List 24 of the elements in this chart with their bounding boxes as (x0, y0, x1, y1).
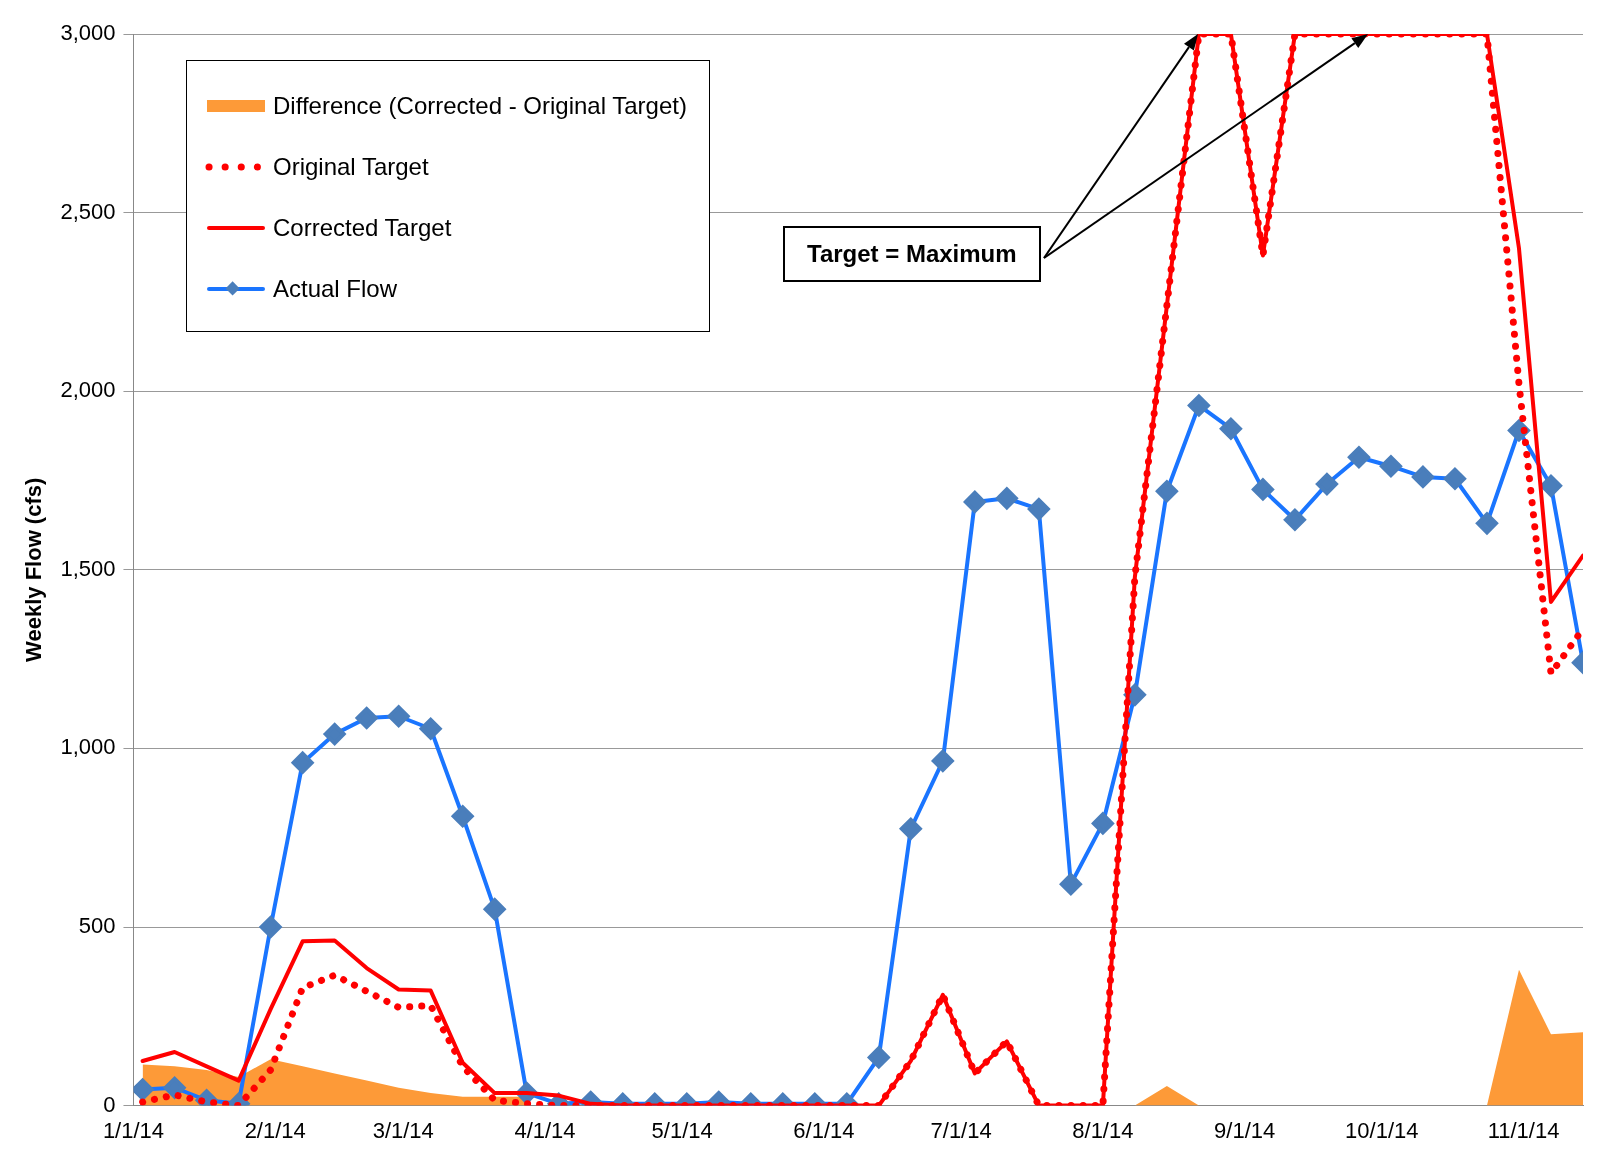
x-tick-label: 3/1/14 (372, 1117, 434, 1143)
x-tick-label: 6/1/14 (793, 1117, 855, 1143)
x-tick-label: 9/1/14 (1214, 1117, 1276, 1143)
annotation: Target = Maximum (783, 226, 1041, 282)
y-tick-label: 2,500 (60, 198, 116, 224)
y-axis-title: Weekly Flow (cfs) (21, 477, 47, 662)
legend-label: Corrected Target (273, 213, 452, 242)
y-tick-label: 3,000 (60, 20, 116, 46)
y-tick-label: 1,000 (60, 734, 116, 760)
x-tick-label: 5/1/14 (651, 1117, 713, 1143)
y-tick-label: 0 (103, 1091, 116, 1117)
y-tick-label: 1,500 (60, 555, 116, 581)
legend-label: Actual Flow (273, 274, 398, 303)
legend-label: Difference (Corrected - Original Target) (273, 91, 687, 120)
x-tick-label: 11/1/14 (1487, 1117, 1560, 1143)
legend-label: Original Target (273, 152, 429, 181)
x-tick-label: 10/1/14 (1345, 1117, 1419, 1143)
x-tick-label: 4/1/14 (514, 1117, 576, 1143)
x-tick-label: 7/1/14 (930, 1117, 992, 1143)
y-tick-label: 500 (78, 913, 116, 939)
x-tick-label: 2/1/14 (244, 1117, 306, 1143)
x-tick-label: 1/1/14 (102, 1117, 165, 1143)
x-tick-label: 8/1/14 (1072, 1117, 1134, 1143)
y-tick-label: 2,000 (60, 377, 116, 403)
